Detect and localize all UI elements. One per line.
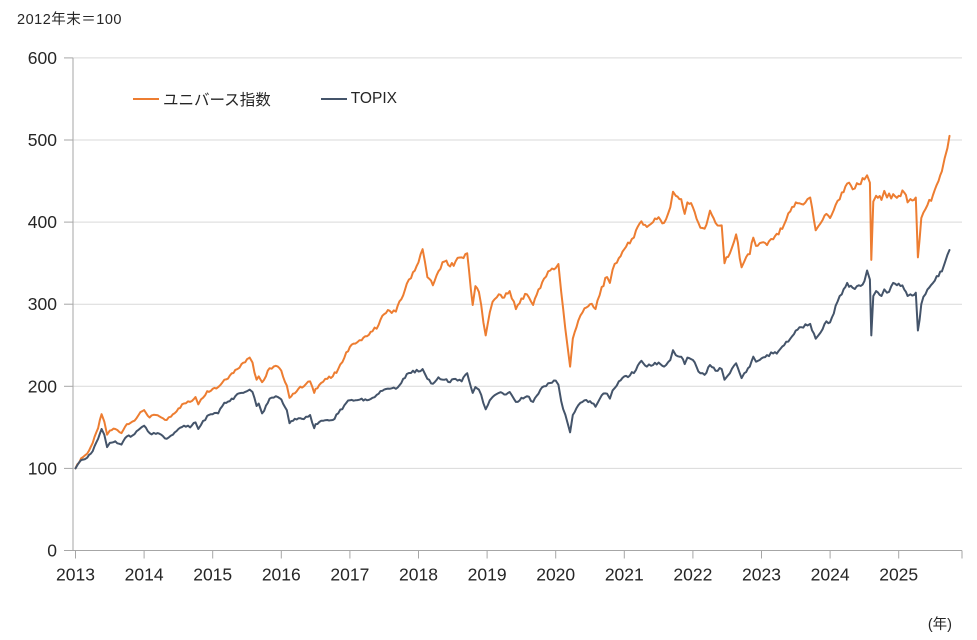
x-tick-label-2018: 2018 (399, 565, 438, 585)
x-tick-label-2014: 2014 (125, 565, 164, 585)
chart-legend: ユニバース指数 TOPIX (133, 88, 397, 110)
x-tick-label-2013: 2013 (56, 565, 95, 585)
x-tick-label-2025: 2025 (879, 565, 918, 585)
y-tick-label-100: 100 (28, 458, 57, 478)
x-axis-unit-label: (年) (927, 617, 952, 633)
x-tick-label-2019: 2019 (468, 565, 507, 585)
y-tick-label-400: 400 (28, 212, 57, 232)
series-line-topix (74, 249, 951, 470)
legend-item-topix: TOPIX (320, 90, 397, 108)
y-tick-label-300: 300 (28, 294, 57, 314)
y-tick-label-600: 600 (28, 48, 57, 68)
x-tick-label-2024: 2024 (811, 565, 850, 585)
x-tick-label-2023: 2023 (742, 565, 781, 585)
legend-label-universe: ユニバース指数 (163, 92, 271, 109)
x-tick-label-2017: 2017 (330, 565, 369, 585)
universe-line-swatch-icon (133, 97, 159, 101)
y-tick-label-500: 500 (28, 130, 57, 150)
x-tick-label-2020: 2020 (536, 565, 575, 585)
x-tick-label-2015: 2015 (193, 565, 232, 585)
legend-item-universe: ユニバース指数 (133, 88, 271, 110)
x-tick-label-2022: 2022 (673, 565, 712, 585)
base-value-note: 2012年末＝100 (17, 12, 122, 28)
x-tick-label-2016: 2016 (262, 565, 301, 585)
x-tick-label-2021: 2021 (605, 565, 644, 585)
y-tick-label-0: 0 (47, 541, 57, 561)
y-tick-label-200: 200 (28, 376, 57, 396)
legend-label-topix: TOPIX (350, 90, 397, 107)
series-line-universe (74, 134, 951, 470)
topix-line-swatch-icon (320, 97, 347, 101)
